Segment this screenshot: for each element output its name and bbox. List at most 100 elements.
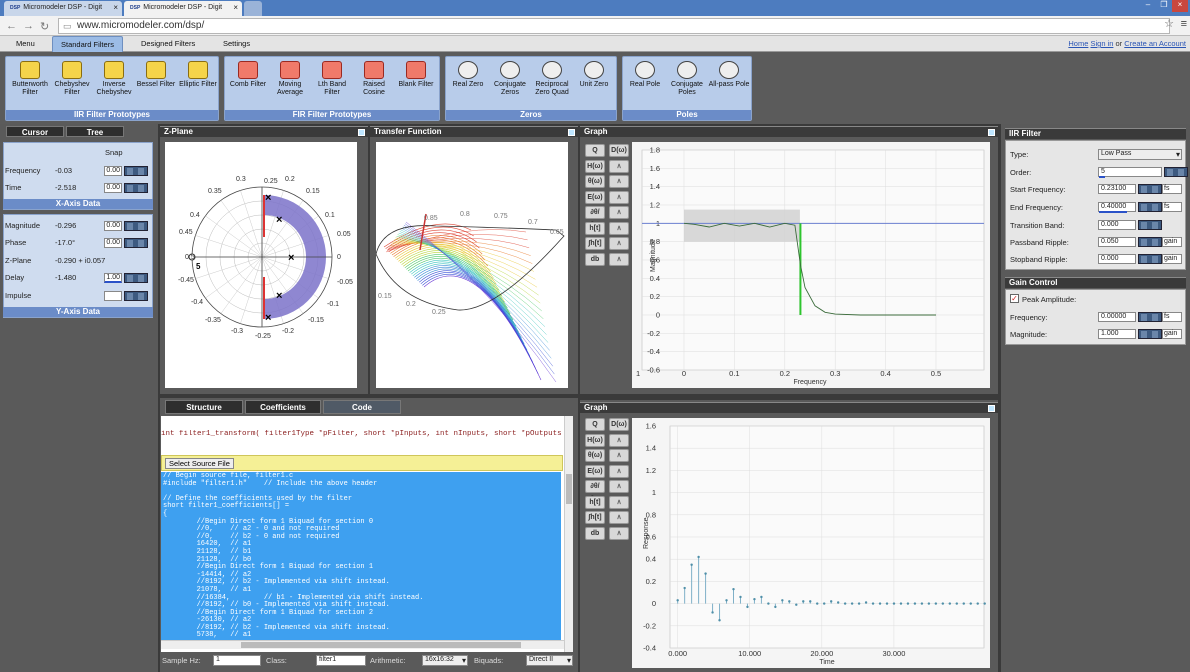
tab-structure[interactable]: Structure [165, 400, 243, 414]
plot-style-button[interactable]: ∧ [609, 190, 629, 204]
close-icon[interactable]: × [233, 3, 238, 12]
group-delay-button[interactable]: ∂θ/∂ω [585, 480, 605, 502]
plot-style-button[interactable]: ∧ [609, 464, 629, 478]
sample-hz-input[interactable]: 1 [213, 655, 261, 666]
plot-style-button[interactable]: ∧ [609, 237, 629, 250]
magnitude-snap-input[interactable]: 0.00 [104, 221, 122, 231]
arithmetic-select[interactable]: 16x16:32 [422, 655, 468, 666]
create-account-link[interactable]: Create an Account [1124, 39, 1186, 48]
impulse-button[interactable]: h[t] [585, 221, 605, 235]
delay-spinner[interactable] [124, 273, 148, 283]
close-icon[interactable]: × [113, 3, 118, 12]
tab-coefficients[interactable]: Coefficients [245, 400, 321, 414]
zoom-button[interactable]: Q [585, 144, 605, 157]
iir-row-spinner[interactable] [1164, 167, 1188, 177]
moving-average-button[interactable]: Moving Average [268, 61, 312, 97]
reciprocal-zero-quad-button[interactable]: Reciprocal Zero Quad [530, 61, 574, 97]
hscrollbar-thumb[interactable] [241, 642, 521, 648]
filter-type-select[interactable]: Low Pass [1098, 149, 1182, 160]
url-input[interactable]: ▭ www.micromodeler.com/dsp/ [58, 18, 1170, 34]
pole-marker[interactable]: × [288, 252, 294, 264]
gain-row-spinner[interactable] [1138, 312, 1162, 322]
graph1-canvas[interactable]: 1.8 1.6 1.4 1.2 1 0.8 0.6 0.4 0.2 0 -0.2 -0.4 -0.6 0 0… [632, 142, 990, 388]
gain-row-input[interactable]: 0.00000 [1098, 312, 1136, 322]
all-pass-pole-button[interactable]: All-pass Pole [707, 61, 751, 89]
iir-row-spinner[interactable] [1138, 237, 1162, 247]
iir-row-input[interactable]: 0.23100 [1098, 184, 1136, 194]
gain-row-spinner[interactable] [1138, 329, 1162, 339]
sign-in-link[interactable]: Sign in [1090, 39, 1114, 48]
frequency-snap-input[interactable]: 0.00 [104, 166, 122, 176]
gain-row-input[interactable]: 1.000 [1098, 329, 1136, 339]
delay-button[interactable]: D(ω) [609, 144, 629, 157]
delay-button[interactable]: D(ω) [609, 418, 629, 431]
home-link[interactable]: Home [1068, 39, 1089, 48]
maximize-panel-icon[interactable] [988, 129, 995, 136]
back-arrow-icon[interactable]: ← [6, 20, 17, 32]
time-spinner[interactable] [124, 183, 148, 193]
iir-row-input[interactable]: 0.000 [1098, 220, 1136, 230]
magnitude-button[interactable]: H(ω) [585, 433, 605, 447]
raised-cosine-button[interactable]: Raised Cosine [352, 61, 396, 97]
impulse-button[interactable]: h[t] [585, 495, 605, 509]
zoom-button[interactable]: Q [585, 418, 605, 431]
iir-row-input[interactable]: 0.000 [1098, 254, 1136, 264]
maximize-panel-icon[interactable] [988, 405, 995, 412]
zplane-svg[interactable]: × × × × × 5 0.3 0.25 0.2 0.35 0.15 0.4 0.1 0.45… [165, 142, 357, 388]
forward-arrow-icon[interactable]: → [23, 20, 34, 32]
plot-style-button[interactable]: ∧ [609, 495, 629, 509]
iir-row-spinner[interactable] [1138, 220, 1162, 230]
pole-marker[interactable]: × [276, 214, 282, 226]
chebyshev-filter-button[interactable]: Chebyshev Filter [50, 61, 94, 97]
plot-style-button[interactable]: ∧ [609, 175, 629, 188]
select-source-file-button[interactable]: Select Source File [165, 458, 234, 469]
transfer-canvas[interactable]: 0.85 0.8 0.75 0.7 0.65 0.15 0.2 0.25 [375, 142, 568, 388]
browser-tab-2[interactable]: DSP Micromodeler DSP - Digit × [124, 1, 242, 16]
plot-style-button[interactable]: ∧ [609, 511, 629, 524]
real-pole-button[interactable]: Real Pole [623, 61, 667, 89]
tab-standard-filters[interactable]: Standard Filters [52, 36, 123, 52]
magnitude-spinner[interactable] [124, 221, 148, 231]
reload-icon[interactable]: ↻ [40, 21, 50, 33]
group-delay-button[interactable]: ∂θ/∂ω [585, 206, 605, 228]
new-tab-button[interactable] [244, 1, 262, 16]
minimize-icon[interactable]: – [1145, 0, 1151, 9]
plot-style-button[interactable]: ∧ [609, 206, 629, 219]
plot-style-button[interactable]: ∧ [609, 159, 629, 173]
iir-row-input[interactable]: 0.050 [1098, 237, 1136, 247]
impulse-snap-input[interactable] [104, 291, 122, 301]
db-button[interactable]: db [585, 526, 605, 540]
impulse-spinner[interactable] [124, 291, 148, 301]
zero-marker[interactable] [188, 253, 196, 261]
conjugate-zeros-button[interactable]: Conjugate Zeros [488, 61, 532, 97]
elliptic-filter-button[interactable]: Elliptic Filter [176, 61, 220, 89]
impulse-chart[interactable]: 1.6 1.4 1.2 1 0.8 0.6 0.4 0.2 0 -0.2 -0.4 0.000 10.0… [632, 418, 993, 668]
delay-snap-input[interactable]: 1.00 [104, 273, 122, 283]
unit-zero-button[interactable]: Unit Zero [572, 61, 616, 89]
browser-tab-1[interactable]: DSP Micromodeler DSP - Digit × [4, 1, 122, 16]
real-zero-button[interactable]: Real Zero [446, 61, 490, 89]
blank-filter-button[interactable]: Blank Filter [394, 61, 438, 89]
phase-button[interactable]: θ(ω) [585, 175, 605, 188]
phase-snap-input[interactable]: 0.00 [104, 238, 122, 248]
transfer-svg[interactable]: 0.85 0.8 0.75 0.7 0.65 0.15 0.2 0.25 [375, 142, 568, 388]
error-button[interactable]: E(ω) [585, 190, 605, 204]
iir-row-spinner[interactable] [1138, 254, 1162, 264]
db-button[interactable]: db [585, 252, 605, 266]
maximize-panel-icon[interactable] [358, 129, 365, 136]
plot-style-button[interactable]: ∧ [609, 252, 629, 266]
time-snap-input[interactable]: 0.00 [104, 183, 122, 193]
comb-filter-button[interactable]: Comb Filter [226, 61, 270, 89]
code-hscrollbar[interactable] [161, 640, 564, 649]
butterworth-filter-button[interactable]: Butterworth Filter [8, 61, 52, 97]
iir-row-spinner[interactable] [1138, 184, 1162, 194]
maximize-panel-icon[interactable] [568, 129, 575, 136]
plot-style-button[interactable]: ∧ [609, 433, 629, 447]
peak-amplitude-checkbox[interactable]: ✓ [1010, 294, 1019, 303]
tab-tree[interactable]: Tree [66, 126, 124, 137]
phase-button[interactable]: θ(ω) [585, 449, 605, 462]
scrollbar-thumb[interactable] [566, 474, 572, 504]
lth-band-filter-button[interactable]: Lth Band Filter [310, 61, 354, 97]
browser-menu-icon[interactable]: ≡ [1180, 18, 1187, 30]
tab-menu[interactable]: Menu [16, 39, 35, 48]
